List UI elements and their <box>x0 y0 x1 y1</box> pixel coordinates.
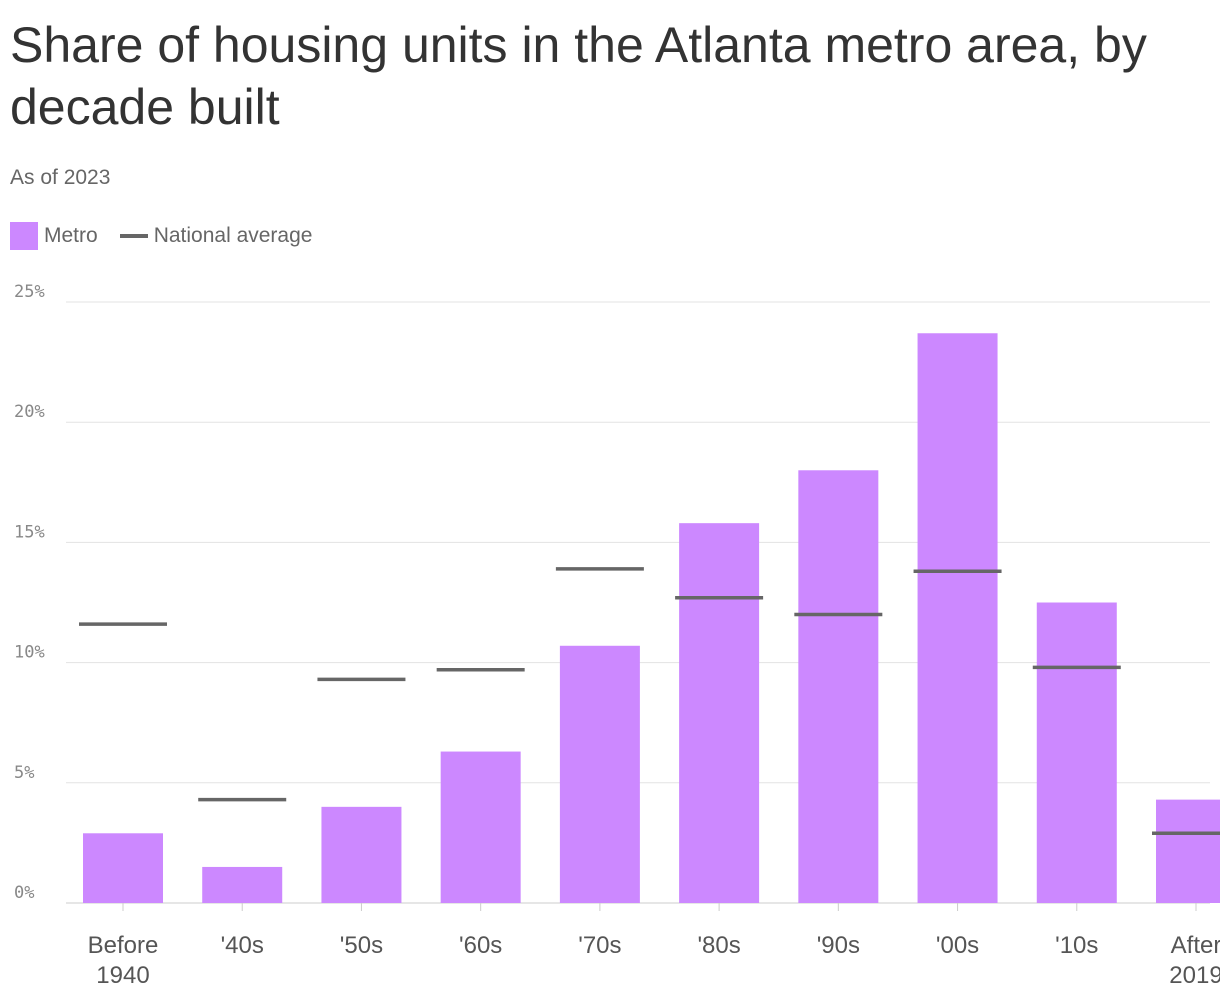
x-tick-label: '50s <box>340 932 383 959</box>
y-tick-label: 0% <box>14 883 34 903</box>
x-tick-label: '90s <box>817 932 860 959</box>
legend-national-average-label: National average <box>153 224 313 247</box>
metro-bar <box>679 523 760 903</box>
x-tick-label: '60s <box>459 932 502 959</box>
metro-bar <box>83 833 163 903</box>
x-tick-label: '80s <box>697 932 740 959</box>
legend: Metro National average <box>10 222 312 250</box>
metro-bar <box>1156 799 1220 903</box>
metro-bar <box>440 751 521 903</box>
x-tick-label: After 2019 <box>1169 932 1220 989</box>
y-tick-label: 20% <box>14 402 45 422</box>
metro-bar <box>202 866 283 903</box>
metro-bar <box>321 806 402 903</box>
metro-bar <box>798 470 879 903</box>
y-tick-label: 5% <box>14 763 34 783</box>
y-tick-label: 10% <box>14 643 45 663</box>
chart-title: Share of housing units in the Atlanta me… <box>10 17 1147 135</box>
chart-subtitle: As of 2023 <box>10 166 111 189</box>
metro-bar <box>1036 602 1117 903</box>
metro-bar <box>917 333 998 903</box>
x-tick-label: Before 1940 <box>88 932 159 989</box>
x-tick-label: '70s <box>578 932 621 959</box>
legend-national-average-line <box>119 234 148 238</box>
metro-bar <box>559 645 640 903</box>
y-tick-label: 25% <box>14 282 45 302</box>
legend-metro-label: Metro <box>44 224 98 247</box>
legend-metro-swatch <box>10 222 38 250</box>
x-tick-label: '10s <box>1055 932 1098 959</box>
x-tick-label: '00s <box>936 932 979 959</box>
y-tick-label: 15% <box>14 522 45 542</box>
x-tick-label: '40s <box>221 932 264 959</box>
